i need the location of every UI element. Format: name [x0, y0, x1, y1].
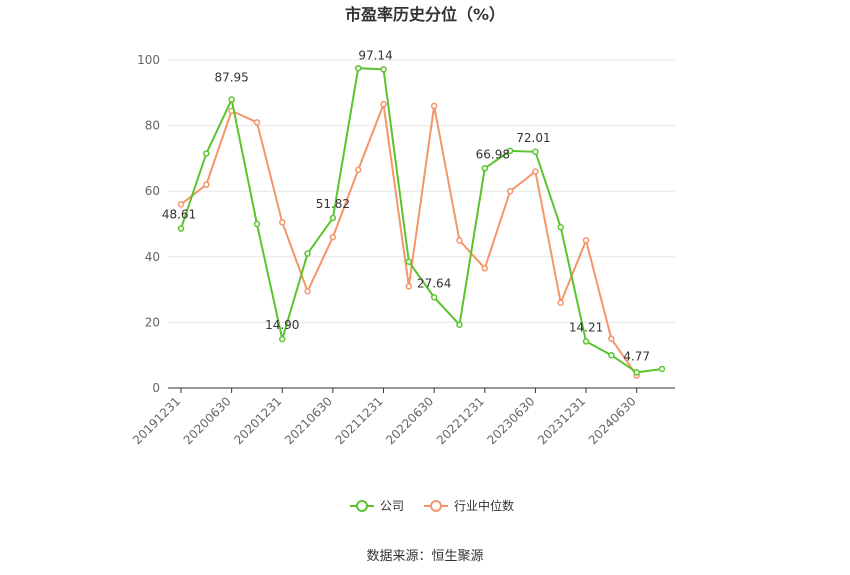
y-tick-label: 40: [145, 250, 160, 264]
x-tick-label: 20231231: [535, 394, 588, 447]
data-label: 27.64: [417, 276, 451, 290]
data-point: [380, 66, 387, 73]
y-tick-label: 20: [145, 315, 160, 329]
data-labels: 48.61 87.95 14.90 51.82 97.14 27.64 66.98 72.01…: [162, 48, 650, 363]
legend-label: 公司: [380, 499, 404, 513]
legend-item[interactable]: 行业中位数: [424, 498, 514, 513]
x-tick-label: 20200630: [181, 394, 234, 447]
data-label: 97.14: [358, 48, 392, 62]
source-note: 数据来源：恒生聚源: [366, 549, 483, 564]
data-point: [658, 365, 666, 373]
data-label: 51.82: [316, 197, 350, 211]
y-tick-label: 100: [137, 53, 160, 67]
x-tick-label: 20211231: [333, 394, 386, 447]
data-point: [430, 102, 438, 110]
legend-marker: [430, 500, 442, 512]
data-point: [532, 148, 539, 156]
data-point: [557, 224, 564, 231]
series: [177, 64, 666, 379]
data-point: [481, 265, 489, 272]
data-label: 72.01: [516, 131, 550, 145]
data-point: [557, 299, 564, 306]
data-label: 87.95: [214, 71, 248, 85]
data-point: [253, 220, 261, 228]
data-point: [380, 101, 387, 108]
x-tick-label: 20240630: [586, 394, 639, 447]
legend-marker: [356, 500, 368, 512]
data-point: [405, 258, 413, 265]
data-point: [203, 181, 210, 188]
data-point: [430, 294, 438, 301]
axes: 0204060801002019123120200630202012312021…: [130, 53, 675, 447]
data-point: [304, 250, 311, 257]
data-point: [203, 150, 210, 157]
x-tick-label: 20230630: [484, 394, 537, 447]
y-tick-label: 0: [152, 381, 160, 395]
x-tick-label: 20210630: [282, 394, 335, 447]
data-point: [253, 119, 261, 126]
x-tick-label: 20191231: [130, 394, 183, 447]
data-label: 4.77: [623, 349, 650, 363]
data-label: 14.21: [569, 320, 603, 334]
legend-item[interactable]: 公司: [350, 499, 404, 513]
data-point: [582, 237, 590, 244]
data-point: [354, 166, 362, 174]
legend[interactable]: 公司 行业中位数: [350, 498, 514, 513]
data-point: [608, 351, 615, 359]
data-point: [279, 219, 286, 226]
chart-title: 市盈率历史分位（%）: [345, 5, 505, 24]
x-tick-label: 20220630: [383, 394, 436, 447]
data-label: 66.98: [476, 147, 510, 161]
x-tick-label: 20221231: [434, 394, 487, 447]
data-label: 48.61: [162, 208, 196, 222]
data-point: [506, 187, 514, 195]
data-point: [329, 214, 337, 222]
data-point: [608, 335, 615, 343]
data-point: [633, 369, 640, 376]
x-tick-label: 20201231: [231, 394, 284, 447]
data-point: [304, 287, 311, 295]
data-point: [177, 225, 185, 232]
data-point: [532, 168, 539, 175]
data-point: [582, 338, 590, 345]
y-tick-label: 60: [145, 184, 160, 198]
data-point: [177, 201, 185, 208]
data-point: [329, 233, 337, 241]
series-line: [180, 67, 663, 374]
data-label: 14.90: [265, 318, 299, 332]
series-line: [180, 100, 638, 377]
data-point: [506, 147, 514, 155]
data-point: [354, 64, 362, 72]
data-point: [456, 321, 463, 328]
data-point: [279, 335, 286, 343]
legend-label: 行业中位数: [454, 498, 514, 513]
y-tick-label: 80: [145, 119, 160, 133]
data-point: [456, 237, 463, 244]
data-point: [481, 165, 489, 172]
data-point: [228, 96, 235, 103]
data-point: [405, 283, 413, 290]
